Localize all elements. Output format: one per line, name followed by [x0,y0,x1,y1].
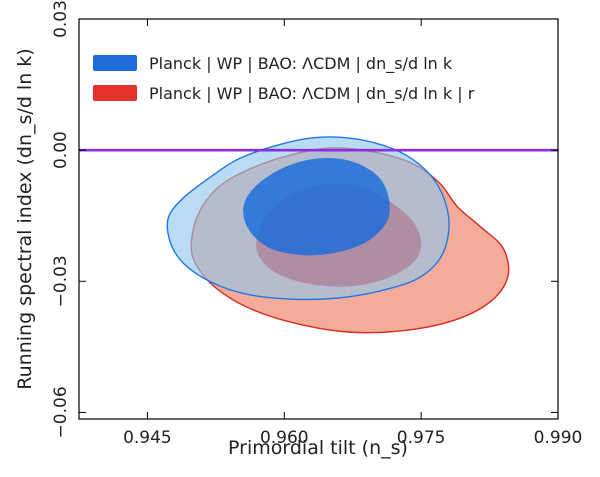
x-axis-title: Primordial tilt (n_s) [228,437,408,459]
y-tick-label: −0.03 [51,255,71,307]
legend-label-blue: Planck | WP | BAO: ΛCDM | dn_s/d ln k [149,54,453,74]
legend-label-red: Planck | WP | BAO: ΛCDM | dn_s/d ln k | … [149,84,475,104]
y-tick-label: −0.06 [51,386,71,438]
y-tick-label: 0.03 [51,0,71,38]
x-tick-label: 0.945 [123,428,172,448]
legend: Planck | WP | BAO: ΛCDM | dn_s/d ln k Pl… [93,54,475,104]
y-tick-label: 0.00 [51,131,71,169]
legend-swatch-blue [93,55,137,71]
y-axis-title: Running spectral index (dn_s/d ln k) [14,48,36,389]
blue-contour-68 [243,157,390,256]
x-tick-label: 0.975 [397,428,446,448]
plot-frame [78,18,559,420]
axis-ticks: 0.945 0.960 0.975 0.990 0.03 0.00 −0.03 −0.06 [51,0,582,448]
legend-swatch-red [93,85,137,101]
x-tick-label: 0.990 [534,428,583,448]
x-tick-label: 0.960 [260,428,309,448]
contours-layer [166,136,510,334]
